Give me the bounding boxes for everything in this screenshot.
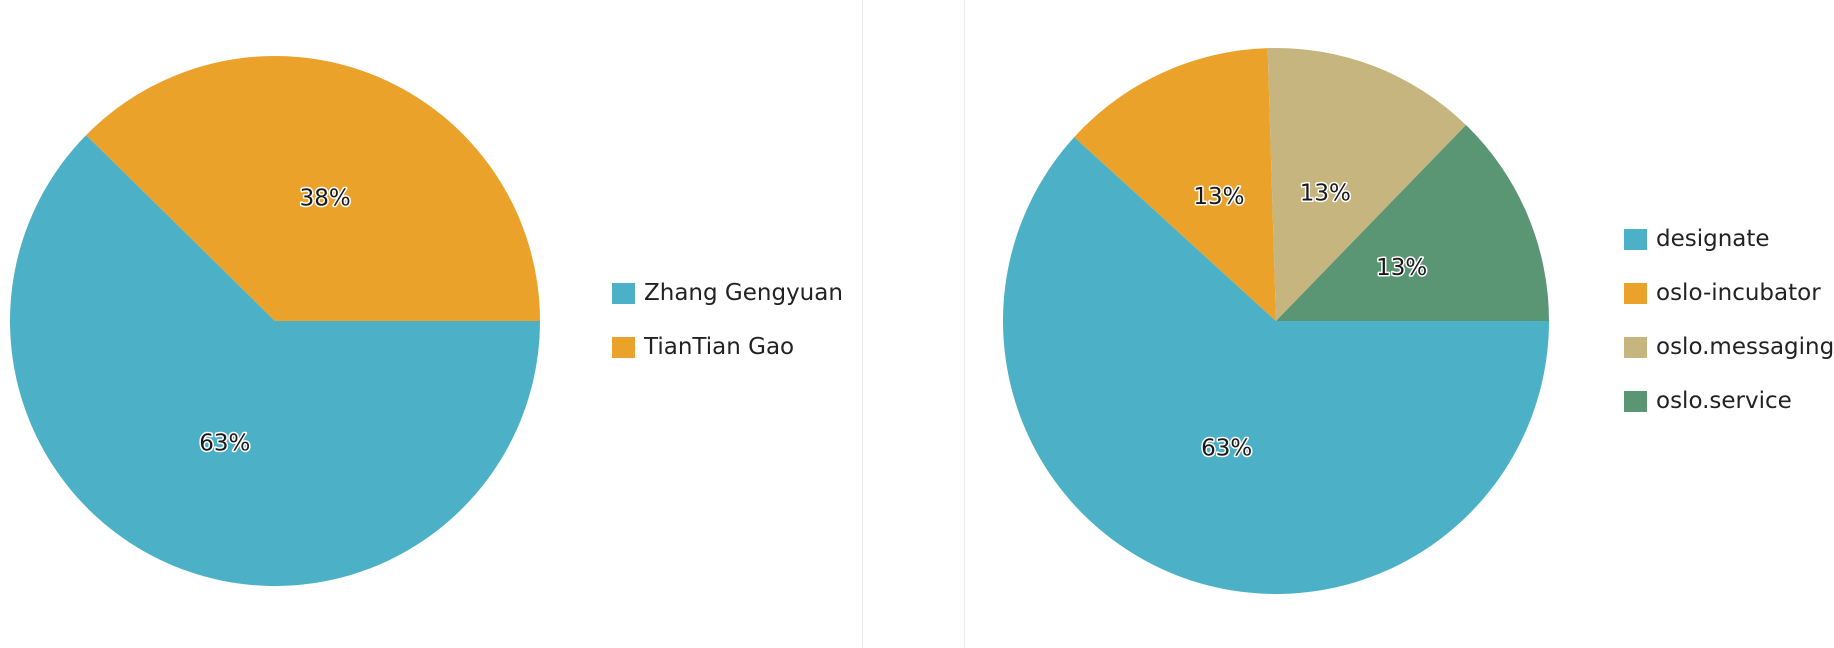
- legend-label: oslo.messaging: [1656, 334, 1834, 360]
- slice-value-label: 13%: [1376, 255, 1427, 281]
- slice-value-label: 13%: [1193, 184, 1244, 210]
- legend-item: oslo.service: [1624, 374, 1834, 428]
- legend-label: TianTian Gao: [644, 334, 795, 360]
- legend-item: Zhang Gengyuan: [612, 266, 843, 320]
- legend-label: oslo.service: [1656, 388, 1792, 414]
- legend-swatch: [1624, 390, 1647, 412]
- legend-item: oslo.messaging: [1624, 320, 1834, 374]
- slice-value-label: 38%: [300, 185, 351, 211]
- legend-item: designate: [1624, 212, 1834, 266]
- legend-projects: designate oslo-incubator oslo.messaging …: [1624, 212, 1834, 428]
- panel-divider-right: [964, 0, 965, 648]
- slice-value-label: 13%: [1300, 181, 1351, 207]
- slice-value-label: 63%: [199, 431, 250, 457]
- pie-slice: [9, 135, 540, 587]
- legend-contributors: Zhang Gengyuan TianTian Gao: [612, 266, 843, 374]
- legend-swatch: [612, 336, 635, 358]
- legend-swatch: [1624, 228, 1647, 250]
- legend-item: oslo-incubator: [1624, 266, 1834, 320]
- pie-slice: [1267, 48, 1467, 322]
- legend-swatch: [1624, 336, 1647, 358]
- legend-label: oslo-incubator: [1656, 280, 1821, 306]
- slice-value-label: 63%: [1201, 435, 1252, 461]
- legend-swatch: [612, 282, 635, 304]
- panel-divider-left: [862, 0, 863, 648]
- pie-slice: [1074, 48, 1276, 321]
- legend-label: Zhang Gengyuan: [644, 280, 843, 306]
- pie-slice: [86, 56, 541, 321]
- legend-swatch: [1624, 282, 1647, 304]
- pie-slice: [1276, 125, 1549, 321]
- legend-label: designate: [1656, 226, 1770, 252]
- pie-slice: [1003, 137, 1549, 594]
- legend-item: TianTian Gao: [612, 320, 843, 374]
